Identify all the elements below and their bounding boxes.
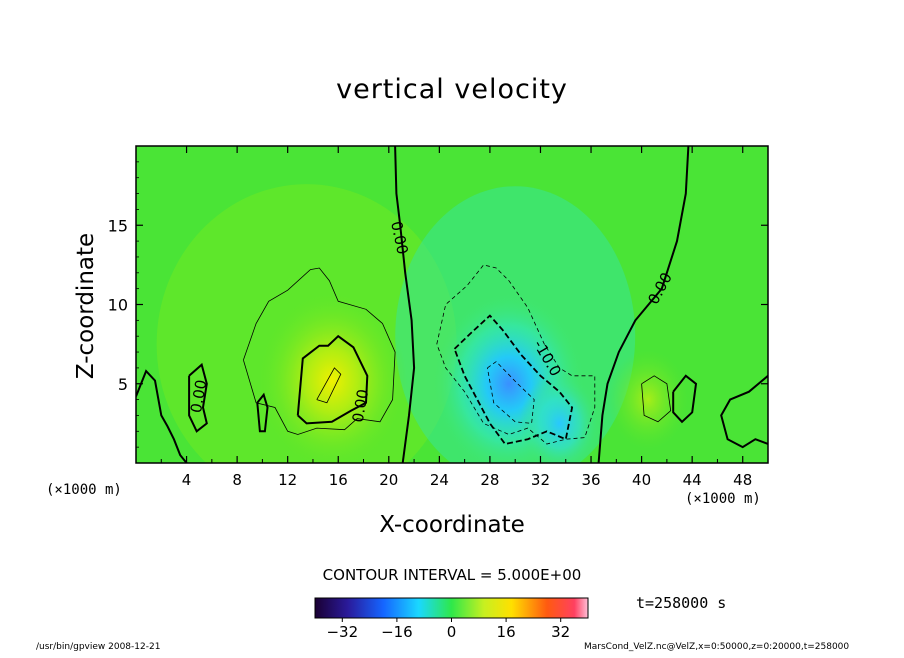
x-tick-label: 44 <box>683 471 702 489</box>
field-feature-positive <box>607 349 688 450</box>
contour-zero <box>136 369 188 463</box>
x-tick-label: 12 <box>278 471 297 489</box>
contour-zero <box>188 362 208 433</box>
y-tick-label: 5 <box>118 375 128 394</box>
contour-lines <box>136 146 768 463</box>
x-tick-label: 32 <box>531 471 550 489</box>
colorbar-tick-label: 0 <box>447 623 457 641</box>
x-tick-label: 48 <box>733 471 752 489</box>
footer-right: MarsCond_VelZ.nc@VelZ,x=0:50000,z=0:2000… <box>584 642 850 652</box>
y-axis-label: Z-coordinate <box>73 232 99 380</box>
x-tick-label: 8 <box>232 471 242 489</box>
contour-zero <box>720 375 768 449</box>
y-tick-label: 15 <box>108 216 128 235</box>
colorbar <box>314 597 589 619</box>
velocity-field <box>156 184 688 463</box>
contour-zero <box>394 146 416 463</box>
x-tick-label: 16 <box>329 471 348 489</box>
contour-interval-label: CONTOUR INTERVAL = 5.000E+00 <box>322 566 582 584</box>
contour-plus-5 <box>256 392 269 433</box>
contour-label: 0.00 <box>349 388 373 424</box>
contour-minus-15 <box>487 361 535 424</box>
contour-plus-15 <box>316 367 342 404</box>
colorbar-ticks: −32 −16 0 16 32 <box>326 618 570 641</box>
x-tick-label: 36 <box>581 471 600 489</box>
field-feature-positive <box>256 290 407 463</box>
colorbar-tick-label: 32 <box>551 623 570 641</box>
x-tick-label: 40 <box>632 471 651 489</box>
contour-zero <box>672 374 698 424</box>
contour-minus-10 <box>453 314 574 446</box>
time-label: t=258000 s <box>636 594 727 612</box>
contour-plus-5 <box>243 267 396 435</box>
contour-plus-10 <box>296 334 369 425</box>
contour-plus-5 <box>641 375 672 423</box>
footer-left: /usr/bin/gpview 2008-12-21 <box>36 642 161 652</box>
colorbar-tick-label: 16 <box>497 623 516 641</box>
field-feature-negative <box>519 373 600 463</box>
x-tick-label: 28 <box>480 471 499 489</box>
x-tick-label: 4 <box>182 471 192 489</box>
x-unit-label-left: (×1000 m) <box>46 482 122 498</box>
contour-label: 0.00 <box>187 378 211 414</box>
colorbar-tick-label: −16 <box>381 623 413 641</box>
colorbar-tick-label: −32 <box>326 623 358 641</box>
x-axis-label: X-coordinate <box>379 512 525 538</box>
y-tick-label: 10 <box>108 296 128 315</box>
x-tick-label: 24 <box>430 471 449 489</box>
chart-title: vertical velocity <box>336 74 568 105</box>
x-unit-label-right: (×1000 m) <box>685 491 761 507</box>
x-tick-label: 20 <box>379 471 398 489</box>
contour-zero <box>597 146 690 463</box>
